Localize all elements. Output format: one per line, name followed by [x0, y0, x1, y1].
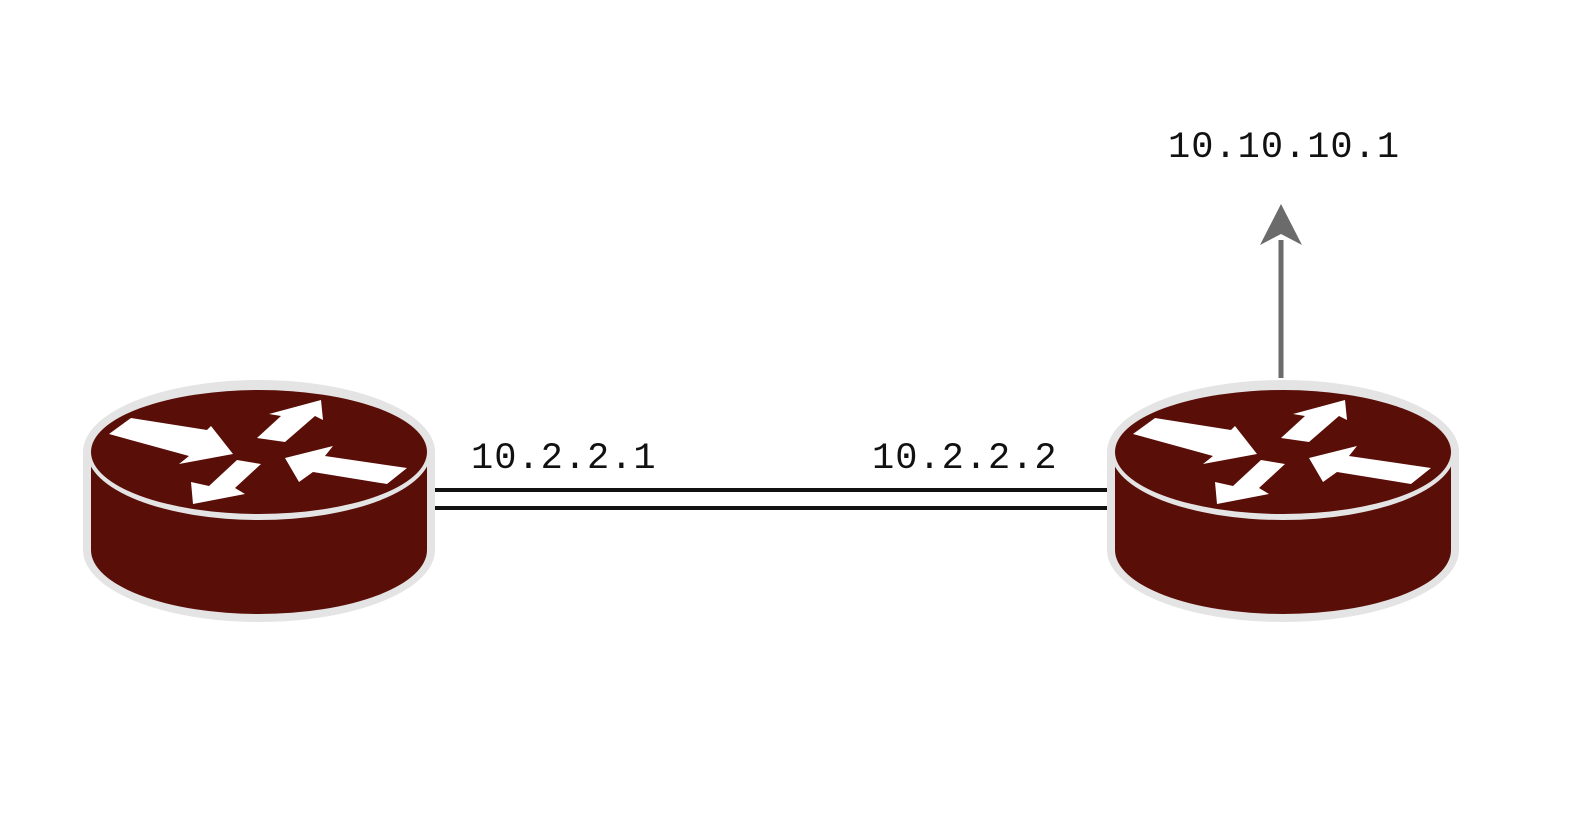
left-interface-ip-label: 10.2.2.1: [471, 438, 657, 480]
link-cable: [432, 488, 1108, 510]
router-right[interactable]: [1107, 380, 1459, 622]
arrow-up-icon: [1260, 204, 1302, 378]
right-interface-ip-label: 10.2.2.2: [872, 438, 1058, 480]
router-icon: [83, 380, 435, 622]
router-icon: [1107, 380, 1459, 622]
router-left[interactable]: [83, 380, 435, 622]
upstream-destination-ip-label: 10.10.10.1: [1168, 127, 1400, 169]
